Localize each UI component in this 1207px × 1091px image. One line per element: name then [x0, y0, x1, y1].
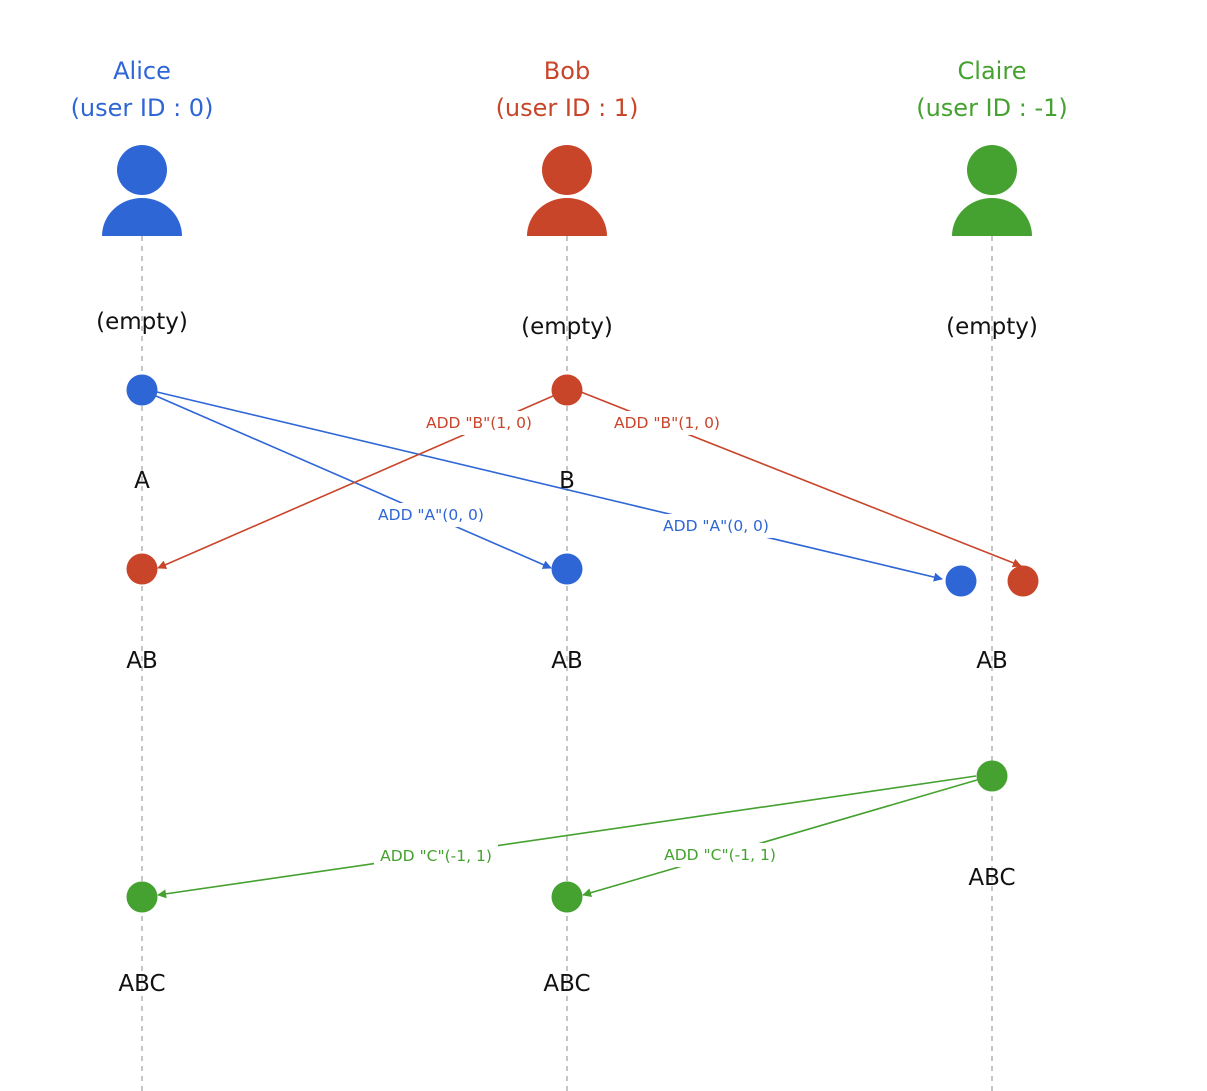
message-label: ADD "A"(0, 0)	[658, 514, 774, 538]
message-label: ADD "C"(-1, 1)	[374, 844, 498, 868]
message-a-to-bob-label: ADD "A"(0, 0)	[378, 506, 484, 524]
claire-state-abc: ABC	[968, 865, 1015, 891]
message-label: ADD "B"(1, 0)	[608, 411, 726, 435]
user-icon	[527, 145, 607, 236]
user-claire-id: (user ID : -1)	[916, 94, 1068, 122]
bob-state-ab: AB	[551, 648, 583, 674]
alice-state-abc: ABC	[118, 971, 165, 997]
user-alice-id: (user ID : 0)	[71, 94, 214, 122]
event-node-claire-recv-b	[1007, 565, 1039, 597]
user-alice-name: Alice	[113, 57, 171, 85]
message-b-to-claire-label: ADD "B"(1, 0)	[614, 414, 720, 432]
message-label: ADD "C"(-1, 1)	[658, 843, 782, 867]
message-b-to-alice-label: ADD "B"(1, 0)	[426, 414, 532, 432]
event-node-alice-recv-c	[126, 881, 158, 913]
user-bob-name: Bob	[544, 57, 590, 85]
message-a-to-claire-label: ADD "A"(0, 0)	[663, 517, 769, 535]
message-c-to-bob-arrow	[582, 779, 978, 898]
event-node-bob-add-b	[551, 374, 583, 406]
message-c-to-alice-label: ADD "C"(-1, 1)	[380, 847, 492, 865]
claire-state-ab: AB	[976, 648, 1008, 674]
event-node-alice-recv-b	[126, 553, 158, 585]
alice-state-a: A	[134, 468, 150, 494]
event-node-alice-add-a	[126, 374, 158, 406]
user-bob: Bob (user ID : 1)	[496, 57, 639, 236]
user-bob-id: (user ID : 1)	[496, 94, 639, 122]
user-icon	[102, 145, 182, 236]
event-node-claire-add-c	[976, 760, 1008, 792]
user-icon	[952, 145, 1032, 236]
message-label: ADD "B"(1, 0)	[420, 411, 538, 435]
message-a-to-claire-arrow	[156, 391, 943, 582]
message-c-to-bob-label: ADD "C"(-1, 1)	[664, 846, 776, 864]
bob-state-empty: (empty)	[521, 314, 613, 340]
event-node-bob-recv-c	[551, 881, 583, 913]
alice-state-empty: (empty)	[96, 309, 188, 335]
user-alice: Alice (user ID : 0)	[71, 57, 214, 236]
bob-state-abc: ABC	[543, 971, 590, 997]
alice-state-ab: AB	[126, 648, 158, 674]
message-label: ADD "A"(0, 0)	[373, 503, 489, 527]
event-node-claire-recv-a	[945, 565, 977, 597]
claire-state-empty: (empty)	[946, 314, 1038, 340]
event-node-bob-recv-a	[551, 553, 583, 585]
user-claire-name: Claire	[958, 57, 1027, 85]
bob-state-b: B	[559, 468, 575, 494]
user-claire: Claire (user ID : -1)	[916, 57, 1068, 236]
message-c-to-alice-arrow	[157, 775, 977, 899]
